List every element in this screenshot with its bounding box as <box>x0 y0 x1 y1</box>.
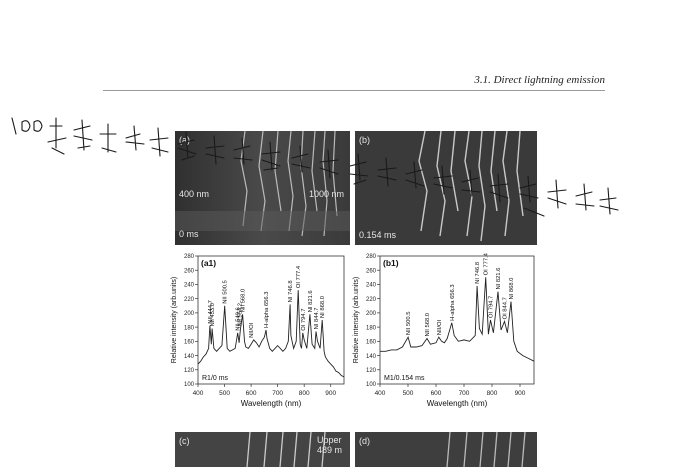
photo-a-wavelength-start: 400 nm <box>179 189 210 199</box>
peak-label: NII 554.2 <box>237 303 243 327</box>
peak-label: NII 568.0 <box>241 289 247 313</box>
peak-label: NI 746.8 <box>475 262 481 284</box>
photo-c: (c) Upper 489 m <box>175 432 350 467</box>
y-tick-label: 100 <box>366 382 377 388</box>
photo-c-note: Upper 489 m <box>316 435 342 455</box>
peak-label: NII 549.6 <box>236 307 242 331</box>
peak-label: NI 746.8 <box>288 280 294 302</box>
x-tick-label: 600 <box>431 390 442 397</box>
y-tick-label: 240 <box>366 283 377 289</box>
photo-a-time: 0 ms <box>179 229 199 239</box>
spectrum-chart-b1: 400 500 600 700 800 900 100 120 140 160 180 200 220 2… <box>353 252 535 408</box>
plot-frame <box>197 255 345 385</box>
peak-label: NII 500.5 <box>223 280 229 304</box>
header-rule <box>103 90 605 91</box>
y-axis-label: Relative intensity (arb.units) <box>353 277 360 363</box>
running-header: 3.1. Direct lightning emission <box>474 74 605 86</box>
x-tick-label: 400 <box>193 390 204 397</box>
y-tick-label: 100 <box>184 382 195 388</box>
panel-label: (a1) <box>201 258 216 268</box>
photo-c-streaks <box>175 432 350 467</box>
x-tick-label: 800 <box>299 390 310 397</box>
spectrum-chart-a1: 400 500 600 700 800 900 100 120 140 160 180 200 220 2… <box>171 254 345 408</box>
y-tick-label: 180 <box>366 325 377 331</box>
peak-label: NII/OI <box>249 322 255 338</box>
y-tick-label: 160 <box>184 340 195 346</box>
y-tick-label: 180 <box>184 325 195 331</box>
y-tick-label: 260 <box>184 268 195 274</box>
photo-c-label: (c) <box>179 436 190 446</box>
x-axis-label: Wavelength (nm) <box>241 399 302 408</box>
x-axis-label: Wavelength (nm) <box>427 399 488 408</box>
peak-label: OI 777.4 <box>296 265 302 288</box>
spectrum-line <box>380 277 535 362</box>
photo-d-label: (d) <box>359 436 370 446</box>
y-tick-label: 280 <box>184 254 195 260</box>
y-tick-label: 260 <box>366 268 377 274</box>
photo-b-time: 0.154 ms <box>359 230 397 240</box>
peak-label: NII 444.7 <box>208 300 214 324</box>
x-tick-label: 600 <box>246 390 257 397</box>
spectrum-line <box>197 290 345 378</box>
y-tick-label: 120 <box>366 368 377 374</box>
inset-label: M1/0.154 ms <box>384 375 425 382</box>
plot-frame <box>379 255 535 385</box>
peak-label: NI 868.0 <box>320 296 326 318</box>
peak-label: OI 777.4 <box>484 252 490 275</box>
x-tick-label: 900 <box>325 390 336 397</box>
photo-b-label: (b) <box>359 135 370 145</box>
photo-b: (b) 0.154 ms <box>355 131 537 245</box>
peak-label: NII 568.0 <box>425 313 431 337</box>
peak-label: OI 794.7 <box>489 296 495 318</box>
y-tick-label: 200 <box>366 311 377 317</box>
x-tick-label: 700 <box>459 390 470 397</box>
peak-label: NI 821.6 <box>308 290 314 312</box>
y-tick-label: 280 <box>366 254 377 260</box>
y-tick-label: 140 <box>366 354 377 360</box>
panel-label: (b1) <box>383 258 399 268</box>
peak-label: NI 868.0 <box>509 278 515 300</box>
y-axis-label: Relative intensity (arb.units) <box>171 277 178 363</box>
peak-label: NI 844.7 <box>314 307 320 329</box>
peak-label: OI 844.7 <box>503 297 509 319</box>
y-tick-label: 200 <box>184 311 195 317</box>
x-tick-label: 400 <box>375 390 386 397</box>
peak-label: H-alpha 656.3 <box>264 292 270 328</box>
y-tick-label: 160 <box>366 340 377 346</box>
peak-label: NI 821.6 <box>496 268 502 290</box>
peak-label: NII/OI <box>437 320 443 336</box>
photo-b-streaks <box>355 131 537 245</box>
y-tick-label: 120 <box>184 368 195 374</box>
x-tick-label: 800 <box>487 390 498 397</box>
inset-label: R1/0 ms <box>202 375 229 382</box>
y-tick-label: 220 <box>184 297 195 303</box>
peak-label: NII 500.5 <box>406 312 412 336</box>
y-tick-label: 140 <box>184 354 195 360</box>
peak-label: H-alpha 656.3 <box>450 284 456 320</box>
x-tick-label: 500 <box>403 390 414 397</box>
peak-label: OI 794.7 <box>301 309 307 331</box>
photo-d: (d) <box>355 432 537 467</box>
y-tick-label: 220 <box>366 297 377 303</box>
photo-d-streaks <box>355 432 537 467</box>
photo-a-streaks <box>175 131 350 245</box>
y-tick-label: 240 <box>184 283 195 289</box>
photo-a-wavelength-end: 1000 nm <box>308 189 344 199</box>
peak-label: NII 453.0 <box>210 303 216 327</box>
photo-a: (a) 400 nm 1000 nm 0 ms <box>175 131 350 245</box>
photo-a-label: (a) <box>179 135 190 145</box>
x-tick-label: 900 <box>515 390 526 397</box>
x-tick-label: 700 <box>272 390 283 397</box>
x-tick-label: 500 <box>219 390 230 397</box>
